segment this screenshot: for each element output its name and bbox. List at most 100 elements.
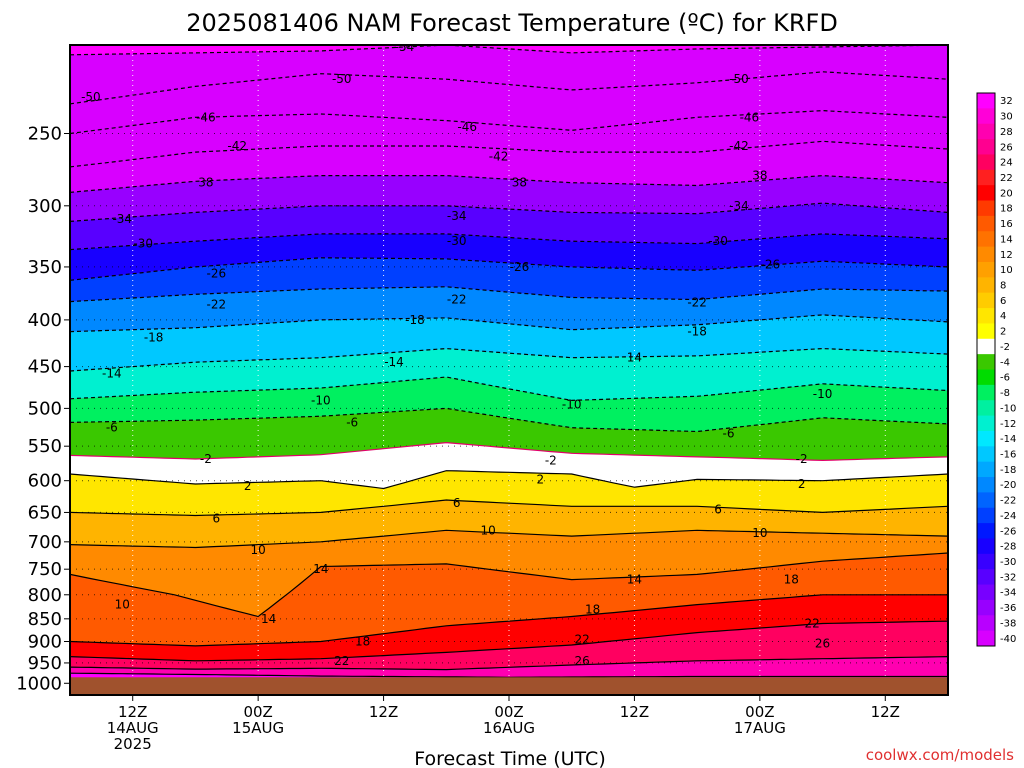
contour-label: -10 [311,393,331,407]
contour-label: -14 [102,367,122,381]
x-tick-label: 12Z [620,703,649,721]
contour-label: -18 [144,330,164,344]
contour-label: 10 [752,526,767,540]
colorbar-swatch [977,569,995,586]
colorbar-swatch [977,400,995,417]
contour-label: 18 [784,573,799,587]
contour-label: 10 [251,543,266,557]
contour-label: 22 [334,654,349,668]
colorbar-label: -26 [1000,526,1016,537]
temperature-bands [70,45,948,695]
colorbar-label: -38 [1000,618,1016,629]
contour-line [70,552,948,618]
credit-text: coolwx.com/models [866,746,1014,764]
colorbar-label: 8 [1000,281,1006,292]
temperature-band [70,348,948,401]
colorbar-swatch [977,261,995,278]
colorbar-swatch [977,200,995,217]
colorbar-label: -2 [1000,342,1010,353]
contour-label: -30 [708,234,728,248]
contour-label: -34 [729,199,749,213]
contour-label: -22 [687,296,707,310]
temperature-band [70,110,948,167]
colorbar-swatch [977,477,995,493]
contour-line [70,140,948,168]
colorbar-legend: 32 30 28 26 24 22 20 18 16 14 12 10 8 6 4 2 -2 -4 -6 -8 -10 -… [976,92,1016,647]
y-tick-label: 1000 [16,673,62,694]
colorbar-swatch [977,338,995,355]
colorbar-swatch [977,108,995,125]
contour-label: 22 [575,632,590,646]
colorbar-swatch [977,354,995,370]
colorbar-label: -8 [1000,388,1010,399]
x-tick-label: 15AUG [232,719,284,737]
y-tick-label: 350 [28,257,62,278]
colorbar-swatch [977,461,995,478]
y-tick-label: 900 [28,631,62,652]
colorbar-label: -40 [1000,634,1016,645]
contour-label: 6 [714,502,722,516]
colorbar-label: -16 [1000,449,1016,460]
colorbar-swatch [977,123,995,140]
colorbar-label: 24 [1000,158,1013,169]
y-tick-label: 800 [28,585,62,606]
x-tick-label: 12Z [118,703,147,721]
y-tick-label: 300 [28,196,62,217]
colorbar-swatch [977,538,995,555]
contour-line [70,594,948,647]
colorbar-swatch [977,415,995,432]
contour-label: 2 [244,479,252,493]
colorbar-swatch [977,231,995,248]
contour-label: -22 [207,298,227,312]
colorbar-swatch [977,584,995,601]
colorbar-label: 30 [1000,112,1013,123]
y-tick-label: 950 [28,653,62,674]
contour-label: -2 [796,452,808,466]
contour-label: -42 [227,139,247,153]
colorbar-label: 16 [1000,219,1013,230]
temperature-band [70,408,948,461]
x-tick-label: 00Z [745,703,774,721]
contour-line [70,470,948,490]
colorbar-swatch [977,523,995,539]
contour-line [70,376,948,402]
colorbar-label: 26 [1000,142,1013,153]
colorbar-label: 2 [1000,327,1006,338]
colorbar-label: -14 [1000,434,1016,445]
y-tick-label: 750 [28,559,62,580]
colorbar-label: -24 [1000,511,1016,522]
x-tick-label: 12Z [369,703,398,721]
contour-line [70,656,948,671]
x-axis-label: Forecast Time (UTC) [414,748,605,768]
temperature-band [70,377,948,432]
contour-label: 26 [575,654,590,668]
contour-label: -46 [457,120,477,134]
colorbar-swatch [977,492,995,509]
x-tick-label: 16AUG [483,719,535,737]
contour-label: 14 [261,612,276,626]
contour-label: -18 [687,325,707,339]
colorbar-swatch [977,277,995,294]
colorbar-label: 4 [1000,311,1006,322]
contour-label: 38 [198,176,213,190]
colorbar-label: -22 [1000,496,1016,507]
colorbar-label: -12 [1000,419,1016,430]
colorbar-label: 28 [1000,127,1013,138]
colorbar-label: 10 [1000,265,1013,276]
contour-label: -50 [729,72,749,86]
temperature-band [70,233,948,281]
colorbar-swatch [977,323,995,340]
contour-label: -10 [813,387,833,401]
y-axis: 2503003504004505005506006507007508008509… [16,123,70,694]
temperature-band [70,594,948,661]
chart-title: 2025081406 NAM Forecast Temperature (ºC)… [186,9,838,37]
contour-label: 26 [815,637,830,651]
y-tick-label: 400 [28,310,62,331]
contour-label: -34 [447,209,467,223]
contour-label: -42 [489,150,509,164]
contour-label: -30 [447,234,467,248]
colorbar-swatch [977,215,995,232]
contour-label: 6 [213,511,221,525]
